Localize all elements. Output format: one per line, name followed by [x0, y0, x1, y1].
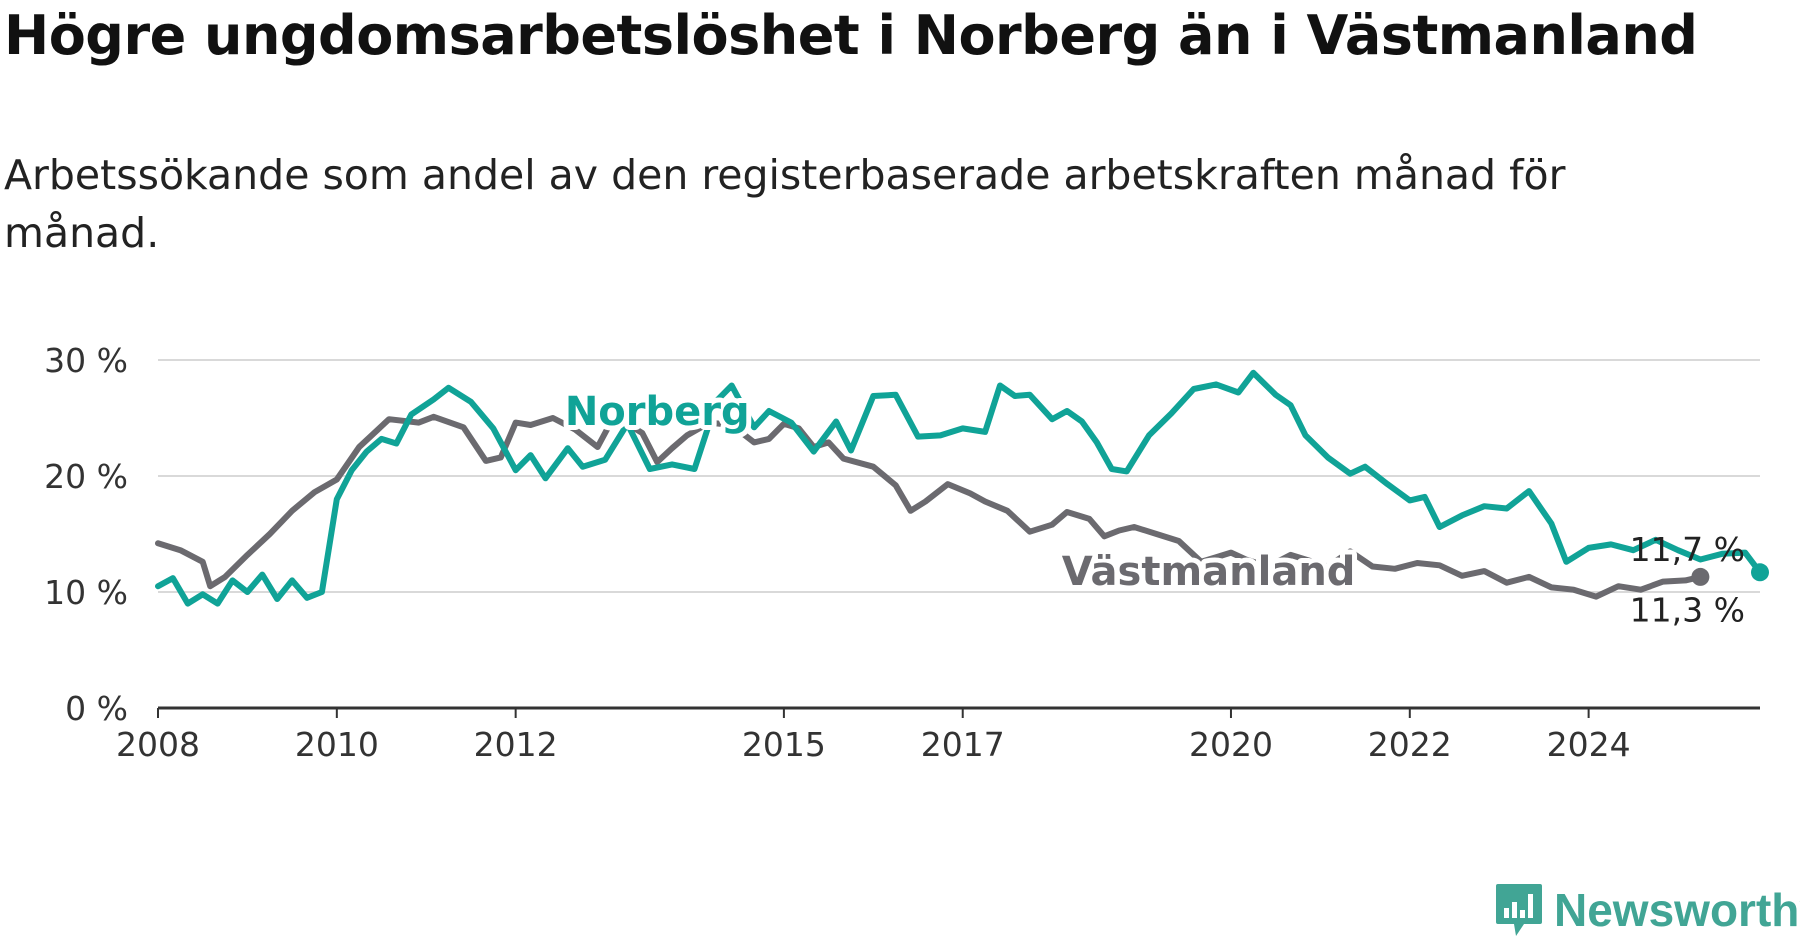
x-tick-label: 2012 — [474, 725, 558, 764]
x-tick-label: 2020 — [1189, 725, 1273, 764]
series-line-vastmanland — [155, 413, 1704, 600]
y-tick-label: 20 % — [44, 457, 128, 496]
newsworthy-logo-icon — [1496, 884, 1542, 936]
grid-layer — [158, 359, 1760, 593]
x-tick-label: 2017 — [921, 725, 1005, 764]
axis-layer: 0 % 10 % 20 % 30 % 2008 2010 2012 2015 2017 2020 2… — [44, 341, 1760, 764]
label-layer: Västmanland 11,3 % Norberg 11,7 % — [560, 384, 1745, 629]
series-end-value-label-vastmanland: 11,3 % — [1630, 590, 1745, 629]
newsworthy-logo-text: Newsworthy — [1554, 884, 1800, 936]
series-name-label-norberg: Norberg — [565, 389, 750, 435]
series-line-norberg — [155, 369, 1763, 607]
series-end-value-label-norberg: 11,7 % — [1630, 530, 1745, 569]
series-endpoint-vastmanland — [1691, 567, 1710, 586]
x-tick-label: 2022 — [1368, 725, 1452, 764]
series-endpoint-norberg — [1751, 563, 1769, 582]
x-tick-label: 2024 — [1547, 725, 1631, 764]
newsworthy-logo: Newsworthy — [1494, 882, 1800, 938]
series-name-label-vastmanland: Västmanland — [1062, 549, 1356, 595]
x-tick-label: 2008 — [116, 725, 200, 764]
x-tick-label: 2010 — [295, 725, 379, 764]
chart-title: Högre ungdomsarbetslöshet i Norberg än i… — [4, 4, 1698, 67]
chart-subtitle: Arbetssökande som andel av den registerb… — [4, 151, 1566, 257]
y-tick-label: 10 % — [44, 573, 128, 612]
x-tick-label: 2015 — [742, 725, 826, 764]
y-tick-label: 0 % — [65, 689, 128, 728]
y-tick-label: 30 % — [44, 341, 128, 380]
series-layer — [155, 369, 1769, 607]
